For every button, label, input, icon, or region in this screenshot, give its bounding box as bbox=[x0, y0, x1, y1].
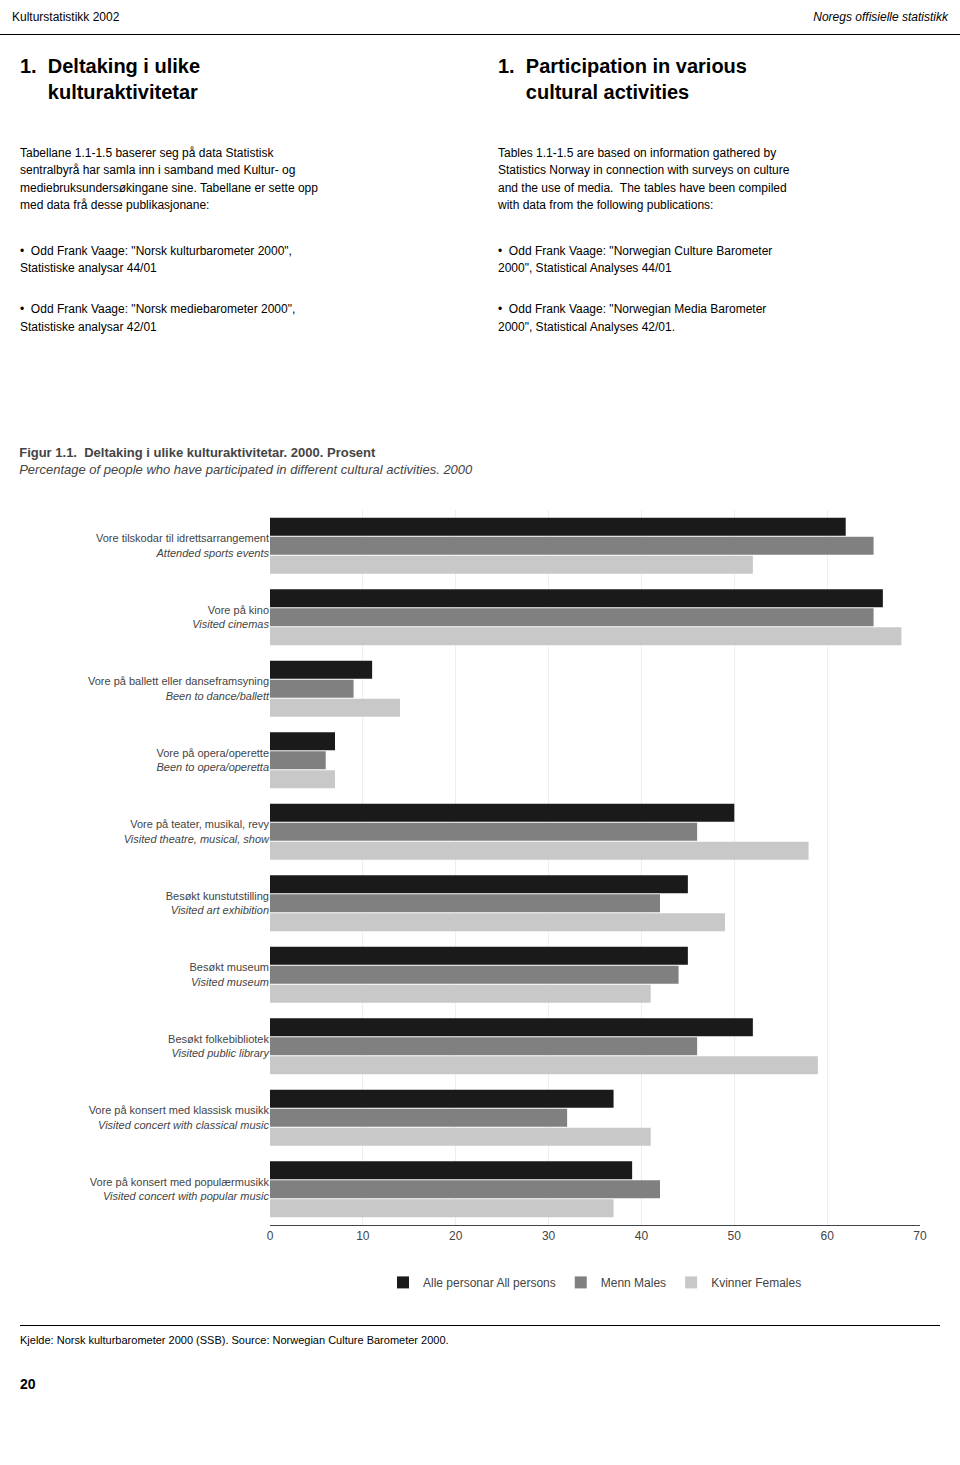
svg-text:0: 0 bbox=[267, 1229, 274, 1243]
svg-text:Alle personar All persons: Alle personar All persons bbox=[423, 1276, 556, 1290]
svg-text:10: 10 bbox=[356, 1229, 370, 1243]
html-text:Tables 1.1-1.5 are based on in: Tables 1.1-1.5 are based on information … bbox=[498, 146, 790, 213]
svg-text:60: 60 bbox=[820, 1229, 834, 1243]
svg-text:70: 70 bbox=[913, 1229, 927, 1243]
svg-text:Vore på ballett eller dansefra: Vore på ballett eller danseframsyningBee… bbox=[88, 675, 270, 701]
svg-text:Vore på konsert med klassisk m: Vore på konsert med klassisk musikkVisit… bbox=[89, 1104, 270, 1130]
svg-text:Figur 1.1. Deltaking i ulike: Figur 1.1. Deltaking i ulike kulturaktiv… bbox=[19, 445, 473, 477]
html-text:20: 20 bbox=[20, 1376, 36, 1392]
svg-text:Vore på konsert med populærmus: Vore på konsert med populærmusikkVisited… bbox=[90, 1176, 270, 1202]
svg-text:40: 40 bbox=[635, 1229, 649, 1243]
html-text:Noregs offisielle statistikk: Noregs offisielle statistikk bbox=[813, 10, 948, 24]
svg-text:50: 50 bbox=[728, 1229, 742, 1243]
svg-text:Besøkt museumVisited museum: Besøkt museumVisited museum bbox=[190, 961, 269, 987]
svg-text:20: 20 bbox=[449, 1229, 463, 1243]
html-text:Kjelde: Norsk kulturbarometer: Kjelde: Norsk kulturbarometer 2000 (SSB)… bbox=[20, 1334, 449, 1346]
html-text:• Odd Frank Vaage: "Norwegian: • Odd Frank Vaage: "Norwegian Media Baro… bbox=[498, 302, 767, 334]
svg-text:Vore på teater, musikal, revyV: Vore på teater, musikal, revyVisited the… bbox=[124, 818, 270, 844]
html-text:Tabellane 1.1-1.5 baserer seg: Tabellane 1.1-1.5 baserer seg på data St… bbox=[20, 146, 318, 213]
svg-text:Vore på kinoVisited cinemas: Vore på kinoVisited cinemas bbox=[192, 604, 269, 630]
svg-text:Kvinner Females: Kvinner Females bbox=[711, 1276, 801, 1290]
svg-text:Vore tilskodar til idrettsarra: Vore tilskodar til idrettsarrangementAtt… bbox=[96, 532, 270, 558]
svg-text:Besøkt folkebibliotekVisited p: Besøkt folkebibliotekVisited public libr… bbox=[168, 1033, 270, 1059]
html-text:Kulturstatistikk 2002: Kulturstatistikk 2002 bbox=[12, 10, 120, 24]
svg-text:Besøkt kunstutstillingVisited: Besøkt kunstutstillingVisited art exhibi… bbox=[166, 890, 269, 916]
html-text:1. Deltaking i ulike kulturakt: 1. Deltaking i ulike kulturaktivitetar bbox=[20, 55, 201, 103]
svg-text:Vore på opera/operetteBeen to: Vore på opera/operetteBeen to opera/oper… bbox=[156, 747, 269, 773]
html-text:1. Participation in various cu: 1. Participation in various cultural act… bbox=[498, 55, 747, 103]
html-text:• Odd Frank Vaage: "Norwegian: • Odd Frank Vaage: "Norwegian Culture Ba… bbox=[498, 243, 773, 275]
svg-text:Menn Males: Menn Males bbox=[601, 1276, 666, 1290]
svg-text:30: 30 bbox=[542, 1229, 556, 1243]
html-text:• Odd Frank Vaage: "Norsk kult: • Odd Frank Vaage: "Norsk kulturbaromete… bbox=[20, 243, 292, 275]
html-text:• Odd Frank Vaage: "Norsk medi: • Odd Frank Vaage: "Norsk mediebarometer… bbox=[20, 302, 296, 334]
